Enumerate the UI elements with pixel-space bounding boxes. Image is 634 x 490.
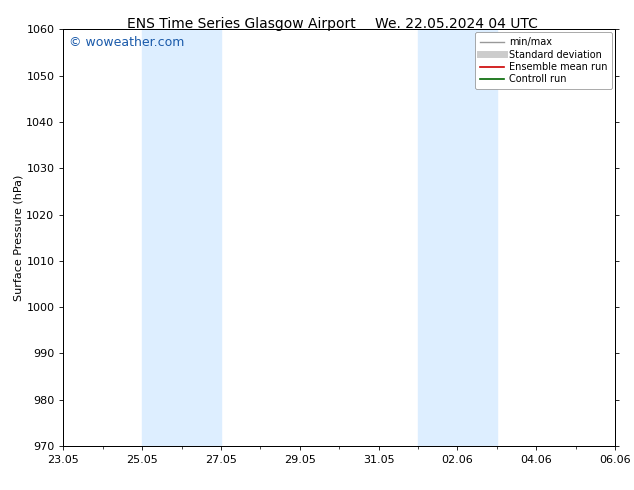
Text: We. 22.05.2024 04 UTC: We. 22.05.2024 04 UTC — [375, 17, 538, 31]
Text: ENS Time Series Glasgow Airport: ENS Time Series Glasgow Airport — [127, 17, 355, 31]
Legend: min/max, Standard deviation, Ensemble mean run, Controll run: min/max, Standard deviation, Ensemble me… — [475, 32, 612, 89]
Y-axis label: Surface Pressure (hPa): Surface Pressure (hPa) — [13, 174, 23, 301]
Bar — [142, 29, 221, 446]
Text: © woweather.com: © woweather.com — [69, 36, 184, 49]
Bar — [418, 29, 497, 446]
